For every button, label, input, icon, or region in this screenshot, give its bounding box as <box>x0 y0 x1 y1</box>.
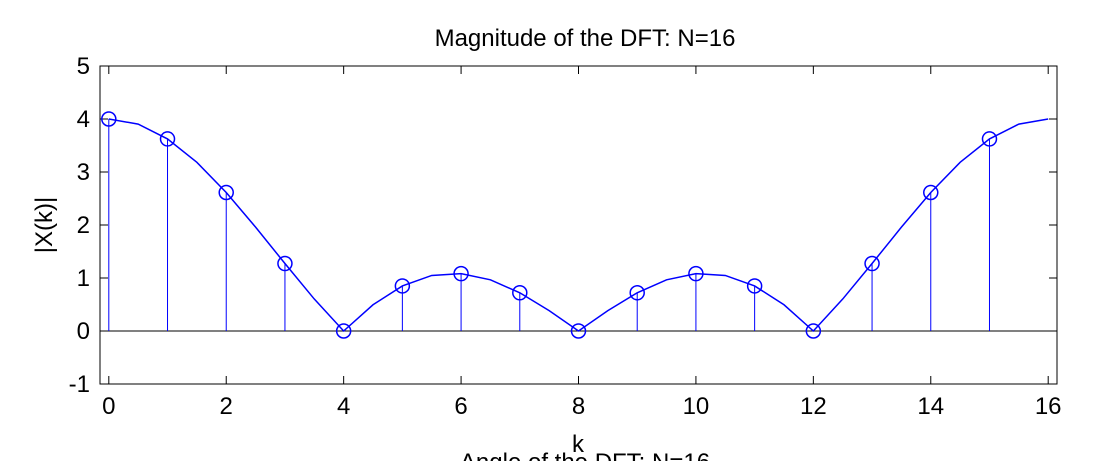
stem-marker <box>629 285 645 301</box>
x-tick-label: 2 <box>220 393 233 420</box>
curve <box>108 118 1049 333</box>
stem-marker <box>101 111 117 127</box>
x-tick-label: 10 <box>683 393 710 420</box>
y-tick-label: 4 <box>77 106 90 133</box>
stem-marker <box>746 278 763 294</box>
y-tick-label: 2 <box>77 212 90 239</box>
y-tick-label: 0 <box>77 318 90 345</box>
x-tick-label: 6 <box>454 393 467 420</box>
x-tick-label: 16 <box>1035 393 1062 420</box>
y-axis-label: |X(k)| <box>31 197 58 253</box>
stem-marker <box>394 278 411 294</box>
x-tick-label: 12 <box>800 393 827 420</box>
stem-marker <box>981 131 998 147</box>
chart-title: Magnitude of the DFT: N=16 <box>435 25 736 52</box>
stem-marker <box>864 255 880 272</box>
x-tick-label: 8 <box>572 393 585 420</box>
y-tick-label: -1 <box>69 371 90 398</box>
stem-marker <box>923 184 939 201</box>
x-tick-label: 4 <box>337 393 350 420</box>
y-tick-label: 5 <box>77 53 90 80</box>
stem-marker <box>805 323 822 339</box>
stem-marker <box>218 184 234 201</box>
stem-marker <box>453 265 469 282</box>
x-axis-label: k <box>572 431 585 458</box>
stem-marker <box>277 255 293 272</box>
stem-marker <box>512 285 528 301</box>
y-tick-label: 3 <box>77 159 90 186</box>
stem-marker <box>688 265 704 282</box>
stem-marker <box>335 323 352 339</box>
x-tick-label: 0 <box>102 393 115 420</box>
next-chart-title: Angle of the DFT: N=16 <box>460 449 710 461</box>
stem-marker <box>159 131 176 147</box>
stem-marker <box>570 323 587 339</box>
x-tick-label: 14 <box>917 393 944 420</box>
y-tick-label: 1 <box>77 265 90 292</box>
